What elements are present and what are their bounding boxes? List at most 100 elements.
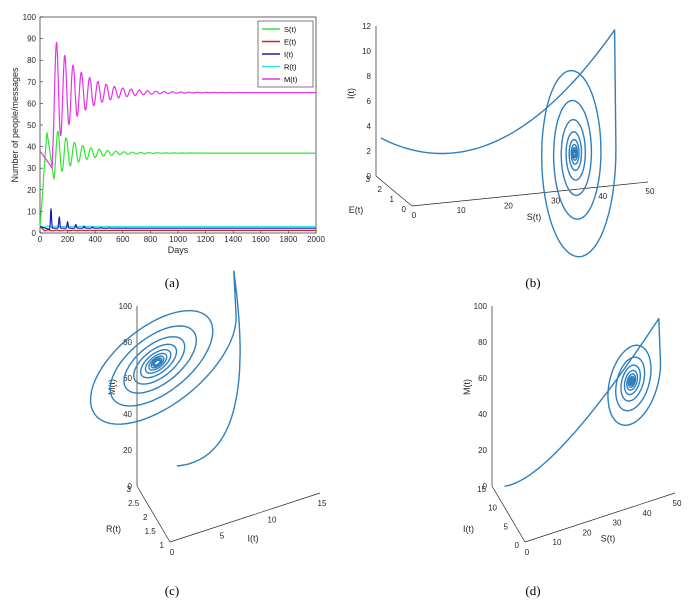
- x-tick-label: 0: [38, 235, 43, 244]
- x-tick-label: 5: [220, 532, 225, 541]
- z-tick-label: 100: [474, 302, 488, 311]
- y-tick-label: 2.5: [128, 499, 140, 508]
- z-tick-label: 20: [478, 446, 487, 455]
- trajectory-line: [380, 29, 617, 258]
- y-tick-label: 50: [27, 121, 36, 130]
- z-tick-label: 8: [367, 72, 372, 81]
- z-tick-label: 60: [478, 374, 487, 383]
- y-tick-label: 1: [160, 541, 165, 550]
- series-line-et: [39, 226, 317, 232]
- y-tick-label: 5: [504, 522, 509, 531]
- x-axis-line: [411, 181, 649, 207]
- x-tick-label: 800: [144, 235, 158, 244]
- x-tick-label: 50: [646, 187, 655, 196]
- y-tick-label: 80: [27, 56, 36, 65]
- x-tick-label: 1400: [224, 235, 242, 244]
- y-tick-label: 60: [27, 99, 36, 108]
- trajectory-line: [504, 317, 662, 487]
- legend-label: M(t): [284, 75, 298, 84]
- caption-c: (c): [165, 583, 179, 598]
- x-tick-label: 2000: [307, 235, 325, 244]
- y-axis-line: [375, 175, 413, 207]
- y-axis-label: R(t): [106, 524, 121, 534]
- series-line-mt: [39, 41, 317, 169]
- z-axis-label: M(t): [462, 379, 472, 395]
- x-tick-label: 400: [89, 235, 103, 244]
- y-tick-label: 100: [23, 13, 37, 22]
- z-tick-label: 2: [367, 147, 372, 156]
- caption-a: (a): [165, 275, 179, 290]
- y-tick-label: 40: [27, 143, 36, 152]
- z-tick-label: 60: [123, 374, 132, 383]
- series-line-rt: [39, 225, 317, 228]
- legend-label: I(t): [284, 50, 294, 59]
- y-tick-label: 1.5: [145, 527, 157, 536]
- x-tick-label: 1000: [169, 235, 187, 244]
- x-tick-label: 1800: [280, 235, 298, 244]
- y-tick-label: 70: [27, 78, 36, 87]
- z-tick-label: 4: [367, 122, 372, 131]
- x-axis-line: [524, 492, 676, 543]
- z-tick-label: 20: [123, 446, 132, 455]
- series-line-it: [39, 208, 317, 231]
- x-tick-label: 10: [268, 515, 277, 524]
- y-axis-label: E(t): [349, 205, 364, 215]
- x-tick-label: 20: [504, 201, 513, 210]
- z-tick-label: 40: [478, 410, 487, 419]
- y-tick-label: 20: [27, 186, 36, 195]
- x-tick-label: 1200: [197, 235, 215, 244]
- y-tick-label: 30: [27, 164, 36, 173]
- y-tick-label: 2: [378, 185, 383, 194]
- x-tick-label: 0: [170, 548, 175, 557]
- y-tick-label: 3: [366, 175, 371, 184]
- trajectory-line: [89, 270, 241, 467]
- x-tick-label: 10: [553, 538, 562, 547]
- y-axis-label: Number of people/messages: [10, 67, 20, 183]
- panel-d: 01020304050051015020406080100S(t)I(t)M(t…: [462, 302, 682, 557]
- x-tick-label: 40: [598, 192, 607, 201]
- z-tick-label: 0: [367, 172, 372, 181]
- x-axis-label: I(t): [248, 534, 259, 544]
- y-tick-label: 2: [143, 513, 148, 522]
- y-tick-label: 15: [477, 485, 486, 494]
- x-tick-label: 40: [643, 509, 652, 518]
- x-tick-label: 0: [525, 548, 530, 557]
- panel-a: 0 200 400 600 800 1000 1200 1400 1600 1800 2000 0 10…: [10, 13, 325, 255]
- x-axis-label: S(t): [527, 212, 542, 222]
- y-tick-label: 0: [32, 229, 37, 238]
- x-axis-label: Days: [168, 245, 189, 255]
- y-axis-line: [136, 485, 171, 543]
- x-tick-label: 1600: [252, 235, 270, 244]
- z-tick-label: 100: [119, 302, 133, 311]
- y-tick-label: 3: [127, 485, 132, 494]
- z-tick-label: 10: [362, 47, 371, 56]
- y-tick-label: 10: [488, 504, 497, 513]
- x-tick-label: 15: [318, 499, 327, 508]
- y-tick-label: 90: [27, 35, 36, 44]
- z-axis-label: I(t): [346, 88, 356, 99]
- legend-label: R(t): [284, 63, 297, 72]
- x-tick-label: 10: [457, 206, 466, 215]
- z-tick-label: 12: [362, 22, 371, 31]
- x-axis-label: S(t): [601, 534, 616, 544]
- caption-d: (d): [525, 583, 540, 598]
- z-tick-label: 80: [478, 338, 487, 347]
- y-tick-label: 1: [390, 195, 395, 204]
- x-tick-label: 50: [673, 499, 682, 508]
- z-tick-label: 6: [367, 97, 372, 106]
- z-tick-label: 40: [123, 410, 132, 419]
- x-tick-label: 200: [61, 235, 75, 244]
- x-tick-label: 20: [583, 528, 592, 537]
- z-tick-label: 80: [123, 338, 132, 347]
- z-axis-label: M(t): [107, 379, 117, 395]
- caption-b: (b): [525, 275, 540, 290]
- y-tick-label: 0: [515, 541, 520, 550]
- y-axis-label: I(t): [463, 524, 474, 534]
- x-axis-line: [169, 492, 321, 543]
- x-tick-label: 600: [116, 235, 130, 244]
- z-tick-label: 0: [483, 482, 488, 491]
- legend-label: E(t): [284, 38, 297, 47]
